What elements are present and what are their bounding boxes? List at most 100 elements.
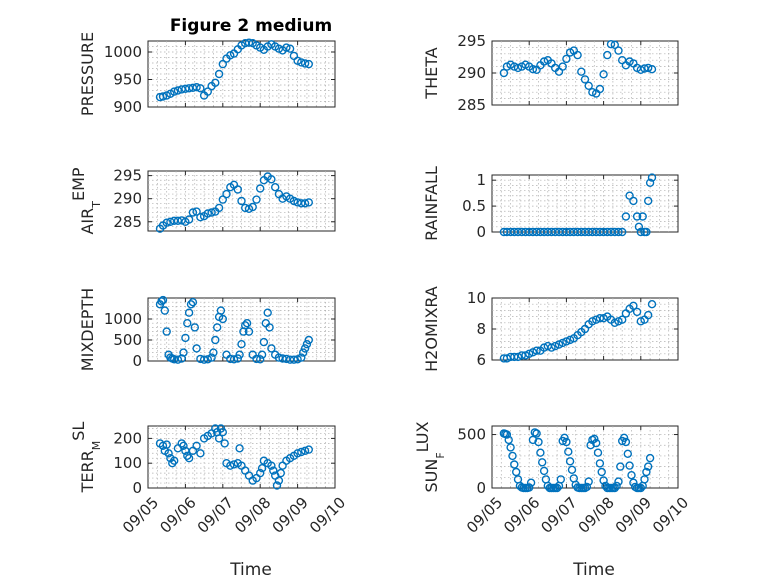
data-point: [192, 207, 201, 216]
x-axis-label-right: Time: [572, 560, 615, 580]
data-point: [502, 430, 512, 439]
y-tick-label: 8: [476, 320, 486, 338]
y-axis-label: MIXDEPTH: [78, 288, 97, 371]
data-point: [564, 447, 573, 456]
data-point: [297, 447, 306, 457]
data-point: [534, 437, 543, 447]
data-point: [302, 340, 312, 349]
data-point: [173, 355, 183, 364]
data-point: [536, 448, 545, 457]
data-point: [595, 459, 605, 468]
x-tick-label: 09/10: [649, 494, 692, 537]
data-point: [504, 435, 513, 445]
data-point: [263, 308, 272, 317]
data-point: [188, 298, 198, 307]
x-tick-label: 09/08: [231, 494, 274, 537]
data-point: [644, 196, 653, 206]
data-point: [539, 57, 549, 66]
data-point: [300, 199, 310, 208]
y-tick-label: 950: [113, 71, 142, 89]
data-point: [300, 59, 310, 68]
data-point: [632, 212, 642, 221]
data-point: [634, 222, 644, 232]
data-point: [211, 335, 220, 345]
figure-title: Figure 2 medium: [170, 16, 332, 36]
data-point: [539, 466, 549, 476]
data-point: [160, 306, 170, 315]
data-point: [192, 82, 201, 92]
data-point: [618, 315, 627, 324]
data-point: [525, 349, 534, 358]
data-point: [644, 63, 653, 73]
data-point: [267, 461, 276, 470]
subplot-theta: 285 290 295 THETA: [422, 32, 679, 114]
data-point: [614, 46, 623, 55]
data-point: [256, 468, 265, 478]
y-tick-label: 0: [476, 223, 486, 241]
data-point: [647, 173, 657, 182]
data-point: [259, 337, 269, 347]
data-point: [304, 335, 313, 345]
y-tick-label: 10: [467, 289, 486, 307]
data-point: [644, 310, 653, 320]
plot-area: [147, 425, 336, 489]
data-point: [244, 327, 254, 336]
data-point: [220, 439, 229, 448]
data-point: [627, 471, 636, 480]
data-point: [265, 323, 274, 332]
data-point: [593, 448, 603, 457]
data-point: [203, 355, 213, 364]
data-point: [552, 483, 562, 493]
data-point: [211, 78, 220, 88]
data-point: [169, 87, 179, 96]
y-tick-label: 295: [457, 32, 486, 50]
data-point: [169, 456, 179, 465]
data-point: [642, 467, 651, 477]
data-point: [632, 307, 642, 317]
subplot-air_temp: 285 290 295 AIRTEMP: [69, 167, 336, 235]
data-point: [282, 43, 291, 52]
data-point: [526, 478, 536, 487]
data-point: [625, 461, 634, 470]
data-point: [638, 212, 647, 221]
data-point: [647, 64, 657, 74]
data-point: [567, 465, 577, 474]
data-point: [599, 70, 608, 79]
data-point: [233, 185, 243, 194]
data-point: [619, 433, 629, 442]
data-point: [614, 227, 623, 237]
y-tick-label: 285: [457, 96, 486, 114]
data-point: [192, 344, 201, 353]
x-tick-label: 09/07: [537, 494, 580, 537]
data-point: [289, 355, 299, 364]
y-axis-label: SUNFLUX: [413, 421, 447, 492]
data-point: [299, 348, 308, 357]
data-point: [158, 295, 168, 305]
data-point: [209, 348, 218, 357]
data-point: [157, 297, 166, 306]
x-tick-label: 09/06: [156, 494, 199, 537]
data-point: [582, 482, 592, 492]
data-point: [640, 475, 649, 484]
data-point: [532, 346, 541, 355]
data-point: [558, 62, 567, 71]
subplot-rainfall: 0 0.5 1 RAINFALL: [422, 166, 679, 241]
data-point: [196, 212, 205, 222]
data-point: [162, 218, 171, 227]
data-point: [525, 483, 534, 492]
data-point: [547, 343, 556, 352]
data-point: [252, 195, 261, 204]
data-point: [162, 440, 171, 449]
data-point: [304, 59, 313, 69]
data-point: [636, 227, 645, 237]
x-tick-label: 09/09: [269, 494, 312, 537]
data-point: [158, 441, 168, 450]
data-point: [269, 466, 278, 475]
data-point: [289, 196, 299, 206]
data-point: [257, 350, 267, 359]
data-point: [267, 344, 276, 353]
data-point: [560, 433, 569, 442]
y-tick-label: 500: [457, 426, 486, 444]
data-point: [592, 438, 601, 448]
data-point: [610, 318, 619, 327]
